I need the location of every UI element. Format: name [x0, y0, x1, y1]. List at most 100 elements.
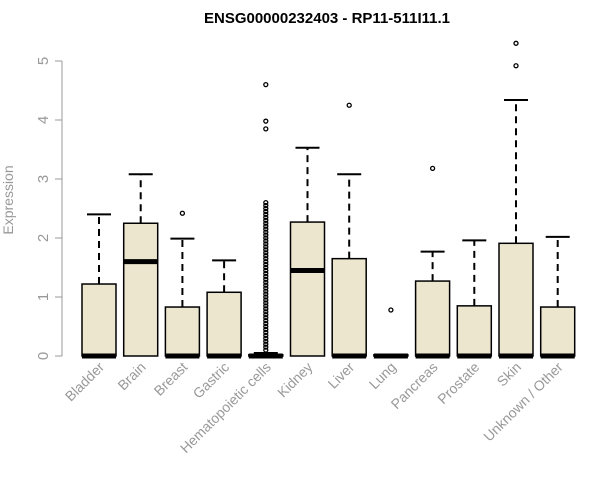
box-brain [122, 173, 159, 357]
outlier-point [263, 323, 269, 330]
box-kidney [289, 146, 326, 357]
box-rect [331, 257, 367, 357]
outlier-point [263, 238, 269, 244]
outlier-point [388, 307, 394, 313]
box-breast [164, 210, 201, 359]
box-rect [164, 306, 201, 357]
box-rect [122, 222, 159, 357]
box-rect [539, 306, 576, 357]
chart-title: ENSG00000232403 - RP11-511I11.1 [204, 10, 450, 27]
outlier-point [263, 294, 269, 300]
outlier-point [263, 232, 269, 238]
outlier-point [263, 250, 269, 256]
box-hematopoietic-cells [248, 81, 284, 359]
outlier-point [513, 63, 519, 69]
outlier-point [263, 226, 269, 232]
outlier-point [263, 211, 269, 218]
outlier-point [263, 317, 269, 324]
y-tick-label: 2 [35, 234, 52, 242]
outlier-point [263, 312, 269, 318]
y-tick-label: 0 [35, 352, 52, 360]
outlier-point [263, 270, 269, 277]
outlier-point [263, 282, 269, 288]
boxes-layer [81, 40, 576, 359]
outlier-point [263, 338, 269, 344]
y-axis: 0 1 2 3 4 5 [35, 57, 63, 360]
outlier-point [263, 279, 269, 285]
outlier-point [263, 258, 269, 265]
x-tick-label: Brain [114, 359, 148, 393]
x-tick-label: Unknown / Other [480, 359, 566, 445]
y-tick-label: 4 [35, 116, 52, 124]
outlier-point [263, 288, 269, 294]
outlier-point [263, 118, 269, 124]
outlier-point [263, 326, 269, 333]
x-tick-label: Bladder [62, 359, 108, 405]
x-tick-label: Prostate [434, 359, 482, 407]
x-tick-label: Liver [325, 359, 358, 392]
box-rect [498, 242, 534, 357]
box-bladder [81, 213, 117, 359]
outlier-point [263, 297, 269, 303]
outlier-point [263, 199, 269, 206]
outlier-point [263, 300, 269, 306]
outlier-point [263, 229, 269, 235]
outlier-point [263, 264, 269, 271]
box-rect [289, 221, 326, 357]
box-prostate [456, 239, 493, 359]
outlier-point [263, 314, 269, 321]
x-tick-label: Lung [366, 359, 399, 392]
outlier-point [263, 223, 269, 229]
outlier-point [263, 217, 269, 223]
outlier-point [263, 309, 269, 315]
outlier-point [263, 335, 269, 341]
box-pancreas [414, 165, 451, 359]
outlier-point [263, 341, 269, 347]
outlier-point [263, 255, 269, 262]
box-gastric [206, 259, 242, 359]
outlier-point [346, 102, 352, 108]
outlier-point [263, 329, 269, 336]
outlier-point [263, 267, 269, 274]
outlier-point [263, 202, 269, 209]
x-tick-label: Skin [494, 359, 525, 390]
outlier-point [513, 40, 519, 46]
outlier-point [429, 165, 436, 172]
box-rect [81, 283, 117, 357]
y-tick-label: 5 [35, 57, 52, 65]
outlier-point [263, 273, 269, 280]
outlier-point [263, 253, 269, 259]
outlier-point [263, 241, 269, 247]
box-rect [206, 291, 242, 357]
box-rect [456, 305, 493, 357]
outlier-point [179, 210, 186, 216]
outlier-point [263, 244, 269, 250]
box-lung [373, 307, 409, 359]
outlier-point [263, 291, 269, 297]
box-unknown-other [539, 235, 576, 359]
outlier-point [263, 208, 269, 215]
outlier-point [263, 332, 269, 339]
outlier-point [263, 320, 269, 327]
outlier-point [263, 126, 269, 132]
y-tick-label: 3 [35, 175, 52, 183]
outlier-point [263, 344, 269, 350]
outlier-point [263, 214, 269, 221]
x-tick-label: Breast [151, 359, 191, 399]
y-axis-label: Expression [0, 165, 16, 234]
y-tick-label: 1 [35, 293, 52, 301]
outlier-point [263, 205, 269, 212]
outlier-point [263, 261, 269, 268]
outlier-point [263, 81, 269, 88]
outlier-point [263, 276, 269, 282]
outlier-point [263, 285, 269, 291]
outlier-point [263, 347, 269, 353]
box-skin [498, 40, 534, 359]
outlier-point [263, 220, 269, 226]
outlier-point [263, 235, 269, 241]
box-liver [331, 102, 367, 359]
outlier-point [263, 303, 269, 309]
outlier-point [263, 306, 269, 312]
x-tick-label: Kidney [274, 359, 316, 401]
